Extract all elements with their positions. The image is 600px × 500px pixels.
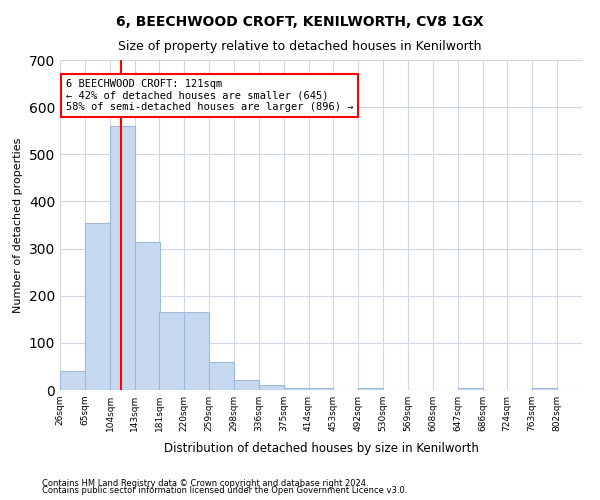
Bar — [458, 388, 483, 390]
X-axis label: Distribution of detached houses by size in Kenilworth: Distribution of detached houses by size … — [164, 442, 478, 456]
Bar — [259, 386, 284, 390]
Bar — [532, 388, 557, 390]
Text: Size of property relative to detached houses in Kenilworth: Size of property relative to detached ho… — [118, 40, 482, 53]
Bar — [135, 242, 160, 390]
Bar — [284, 388, 308, 390]
Bar — [308, 388, 334, 390]
Bar — [358, 388, 383, 390]
Bar — [234, 380, 259, 390]
Y-axis label: Number of detached properties: Number of detached properties — [13, 138, 23, 312]
Text: 6 BEECHWOOD CROFT: 121sqm
← 42% of detached houses are smaller (645)
58% of semi: 6 BEECHWOOD CROFT: 121sqm ← 42% of detac… — [66, 79, 353, 112]
Bar — [60, 371, 85, 390]
Bar — [85, 222, 110, 390]
Bar — [110, 126, 135, 390]
Text: Contains public sector information licensed under the Open Government Licence v3: Contains public sector information licen… — [42, 486, 407, 495]
Bar — [184, 312, 209, 390]
Text: 6, BEECHWOOD CROFT, KENILWORTH, CV8 1GX: 6, BEECHWOOD CROFT, KENILWORTH, CV8 1GX — [116, 15, 484, 29]
Bar — [159, 312, 184, 390]
Text: Contains HM Land Registry data © Crown copyright and database right 2024.: Contains HM Land Registry data © Crown c… — [42, 478, 368, 488]
Bar — [209, 362, 234, 390]
